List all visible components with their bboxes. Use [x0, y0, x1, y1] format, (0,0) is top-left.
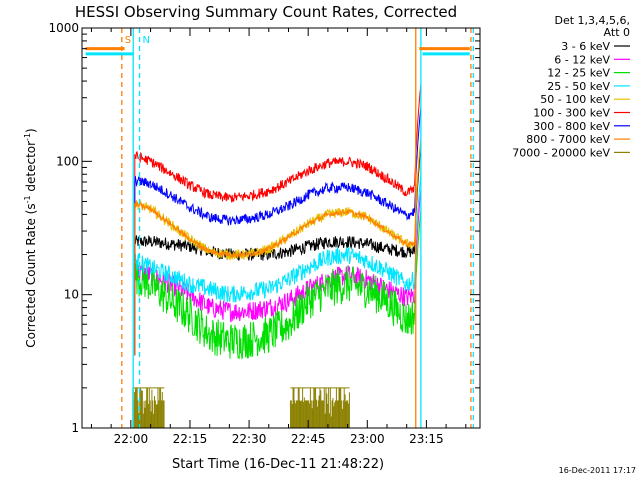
y-tick-label: 10: [64, 288, 79, 302]
y-axis-label: Corrected Count Rate (s-1 detector-1): [23, 128, 38, 347]
x-tick-label: 22:15: [173, 432, 208, 446]
plot-frame: [81, 27, 481, 429]
chart-title: HESSI Observing Summary Count Rates, Cor…: [75, 3, 457, 21]
legend-entry-label: 6 - 12 keV: [554, 53, 610, 66]
y-tick-label: 100: [56, 154, 79, 168]
legend-header-line-1: Det 1,3,4,5,6,: [554, 14, 630, 27]
x-tick-label: 22:30: [232, 432, 267, 446]
y-tick-label: 1: [71, 421, 79, 435]
legend-entry-label: 3 - 6 keV: [561, 40, 610, 53]
series-line-6: [134, 106, 422, 356]
marker-label: N: [143, 35, 150, 46]
series-line-5: [134, 84, 422, 356]
footer-timestamp: 16-Dec-2011 17:17: [559, 466, 636, 475]
marker-label: S: [125, 35, 131, 46]
x-axis-label: Start Time (16-Dec-11 21:48:22): [172, 457, 384, 472]
x-tick-label: 22:00: [114, 432, 149, 446]
legend-entry-label: 300 - 800 keV: [533, 120, 610, 133]
series-line-2: [134, 210, 422, 360]
series-line-3: [134, 174, 422, 356]
legend-header-line-2: Att 0: [604, 26, 630, 39]
legend-entry-label: 12 - 25 keV: [547, 67, 610, 80]
series-layer: [132, 84, 422, 428]
series-line-7: [134, 139, 422, 356]
burst-group: [289, 387, 350, 428]
x-tick-label: 23:15: [409, 432, 444, 446]
series-line-0: [134, 146, 422, 356]
legend-entry-label: 100 - 300 keV: [533, 107, 610, 120]
legend-entry-label: 50 - 100 keV: [540, 93, 610, 106]
x-tick-label: 23:00: [350, 432, 385, 446]
y-tick-label: 1000: [48, 21, 79, 35]
legend-entry-label: 25 - 50 keV: [547, 80, 610, 93]
legend-entry-label: 800 - 7000 keV: [526, 133, 610, 146]
x-tick-label: 22:45: [291, 432, 326, 446]
burst-group: [132, 387, 165, 428]
legend-entry-label: 7000 - 20000 keV: [512, 146, 610, 159]
axis-layer: 1000 100 10 1 22:00 22:15 22:30 22:45 23:00 23:15: [48, 21, 480, 446]
